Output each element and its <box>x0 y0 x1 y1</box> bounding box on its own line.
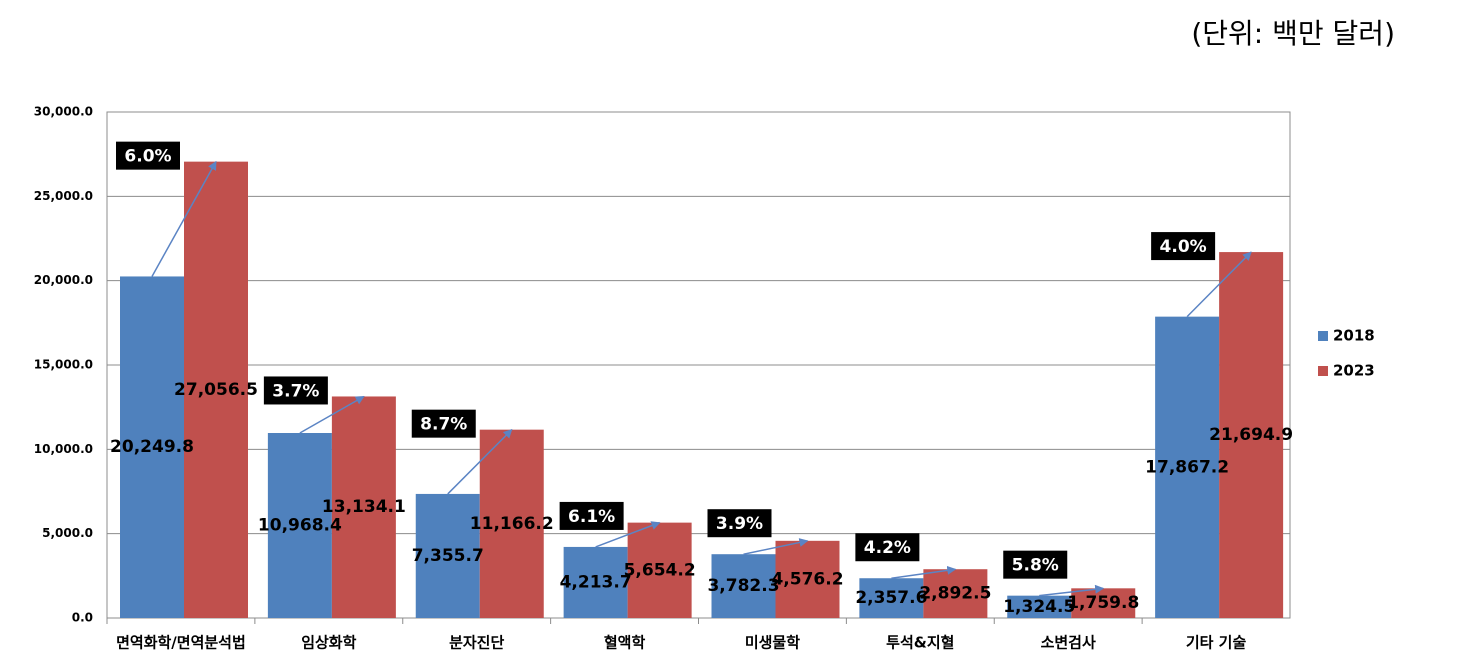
x-tick-label: 소변검사 <box>1041 634 1096 652</box>
bar <box>1155 316 1220 618</box>
value-label: 10,968.4 <box>258 515 342 535</box>
value-label: 2,892.5 <box>919 584 991 604</box>
bar <box>923 569 988 618</box>
x-tick-label: 임상화학 <box>301 634 356 652</box>
bar <box>479 429 544 618</box>
x-tick-label: 미생물학 <box>745 634 800 652</box>
value-label: 20,249.8 <box>110 437 194 457</box>
annotation: 6.1% <box>568 507 615 527</box>
annotation-box <box>1151 232 1216 261</box>
annotation-box <box>116 141 180 170</box>
bar <box>1007 595 1072 618</box>
x-tick-label: 투석&지혈 <box>886 634 954 652</box>
growth-arrow <box>151 160 217 277</box>
y-tick-label: 0.0 <box>72 611 93 625</box>
growth-arrow <box>595 521 661 548</box>
y-tick-label: 25,000.0 <box>34 189 93 203</box>
bar <box>775 540 840 618</box>
annotation: 3.9% <box>716 514 763 534</box>
bar <box>1219 252 1284 618</box>
y-tick-label: 15,000.0 <box>34 358 93 372</box>
y-tick-label: 5,000.0 <box>42 526 93 540</box>
bar <box>859 578 924 618</box>
x-tick-label: 분자진단 <box>449 634 504 652</box>
value-label: 1,759.8 <box>1067 593 1139 613</box>
annotation-box <box>411 409 476 438</box>
growth-arrow <box>299 395 365 434</box>
value-label: 5,654.2 <box>624 560 696 580</box>
annotation: 5.8% <box>1012 556 1059 576</box>
x-tick-label: 면역화학/면역분석법 <box>116 634 246 652</box>
value-label: 4,576.2 <box>771 569 843 589</box>
growth-arrow <box>743 538 809 555</box>
x-tick-label: 기타 기술 <box>1186 634 1247 652</box>
bar <box>184 161 248 618</box>
x-tick-label: 혈액학 <box>604 634 646 652</box>
bar <box>627 522 692 618</box>
y-tick-label: 10,000.0 <box>34 442 93 456</box>
value-label: 1,324.5 <box>1003 597 1075 617</box>
annotation: 4.0% <box>1160 237 1207 257</box>
annotation-box <box>559 501 624 530</box>
bar <box>267 432 332 618</box>
bar <box>563 546 628 618</box>
bar <box>415 493 480 618</box>
legend-label: 2023 <box>1333 362 1375 380</box>
bar <box>711 554 776 618</box>
annotation-box <box>855 533 920 562</box>
unit-note: (단위: 백만 달러) <box>1191 17 1395 50</box>
annotation: 6.0% <box>124 147 171 167</box>
growth-arrow <box>1186 251 1252 318</box>
y-tick-label: 30,000.0 <box>34 105 93 119</box>
annotation: 4.2% <box>864 538 911 558</box>
value-label: 2,357.6 <box>855 588 927 608</box>
bar <box>331 396 396 618</box>
growth-arrow <box>1039 584 1105 597</box>
value-label: 13,134.1 <box>322 497 406 517</box>
annotation-box <box>707 509 772 538</box>
annotation-box <box>263 376 328 405</box>
growth-arrow <box>447 429 513 495</box>
value-label: 4,213.7 <box>560 572 632 592</box>
annotation-box <box>1003 550 1068 579</box>
legend-swatch <box>1318 366 1328 376</box>
value-label: 11,166.2 <box>470 514 554 534</box>
annotation: 8.7% <box>420 415 467 435</box>
legend-swatch <box>1318 331 1328 341</box>
value-label: 17,867.2 <box>1145 457 1229 477</box>
legend-label: 2018 <box>1333 327 1375 345</box>
value-label: 21,694.9 <box>1209 425 1293 445</box>
annotation: 3.7% <box>272 381 319 401</box>
y-tick-label: 20,000.0 <box>34 273 93 287</box>
value-label: 3,782.3 <box>707 576 779 596</box>
bar <box>120 276 184 618</box>
value-label: 7,355.7 <box>412 546 484 566</box>
growth-arrow <box>891 565 957 579</box>
value-label: 27,056.5 <box>174 380 258 400</box>
